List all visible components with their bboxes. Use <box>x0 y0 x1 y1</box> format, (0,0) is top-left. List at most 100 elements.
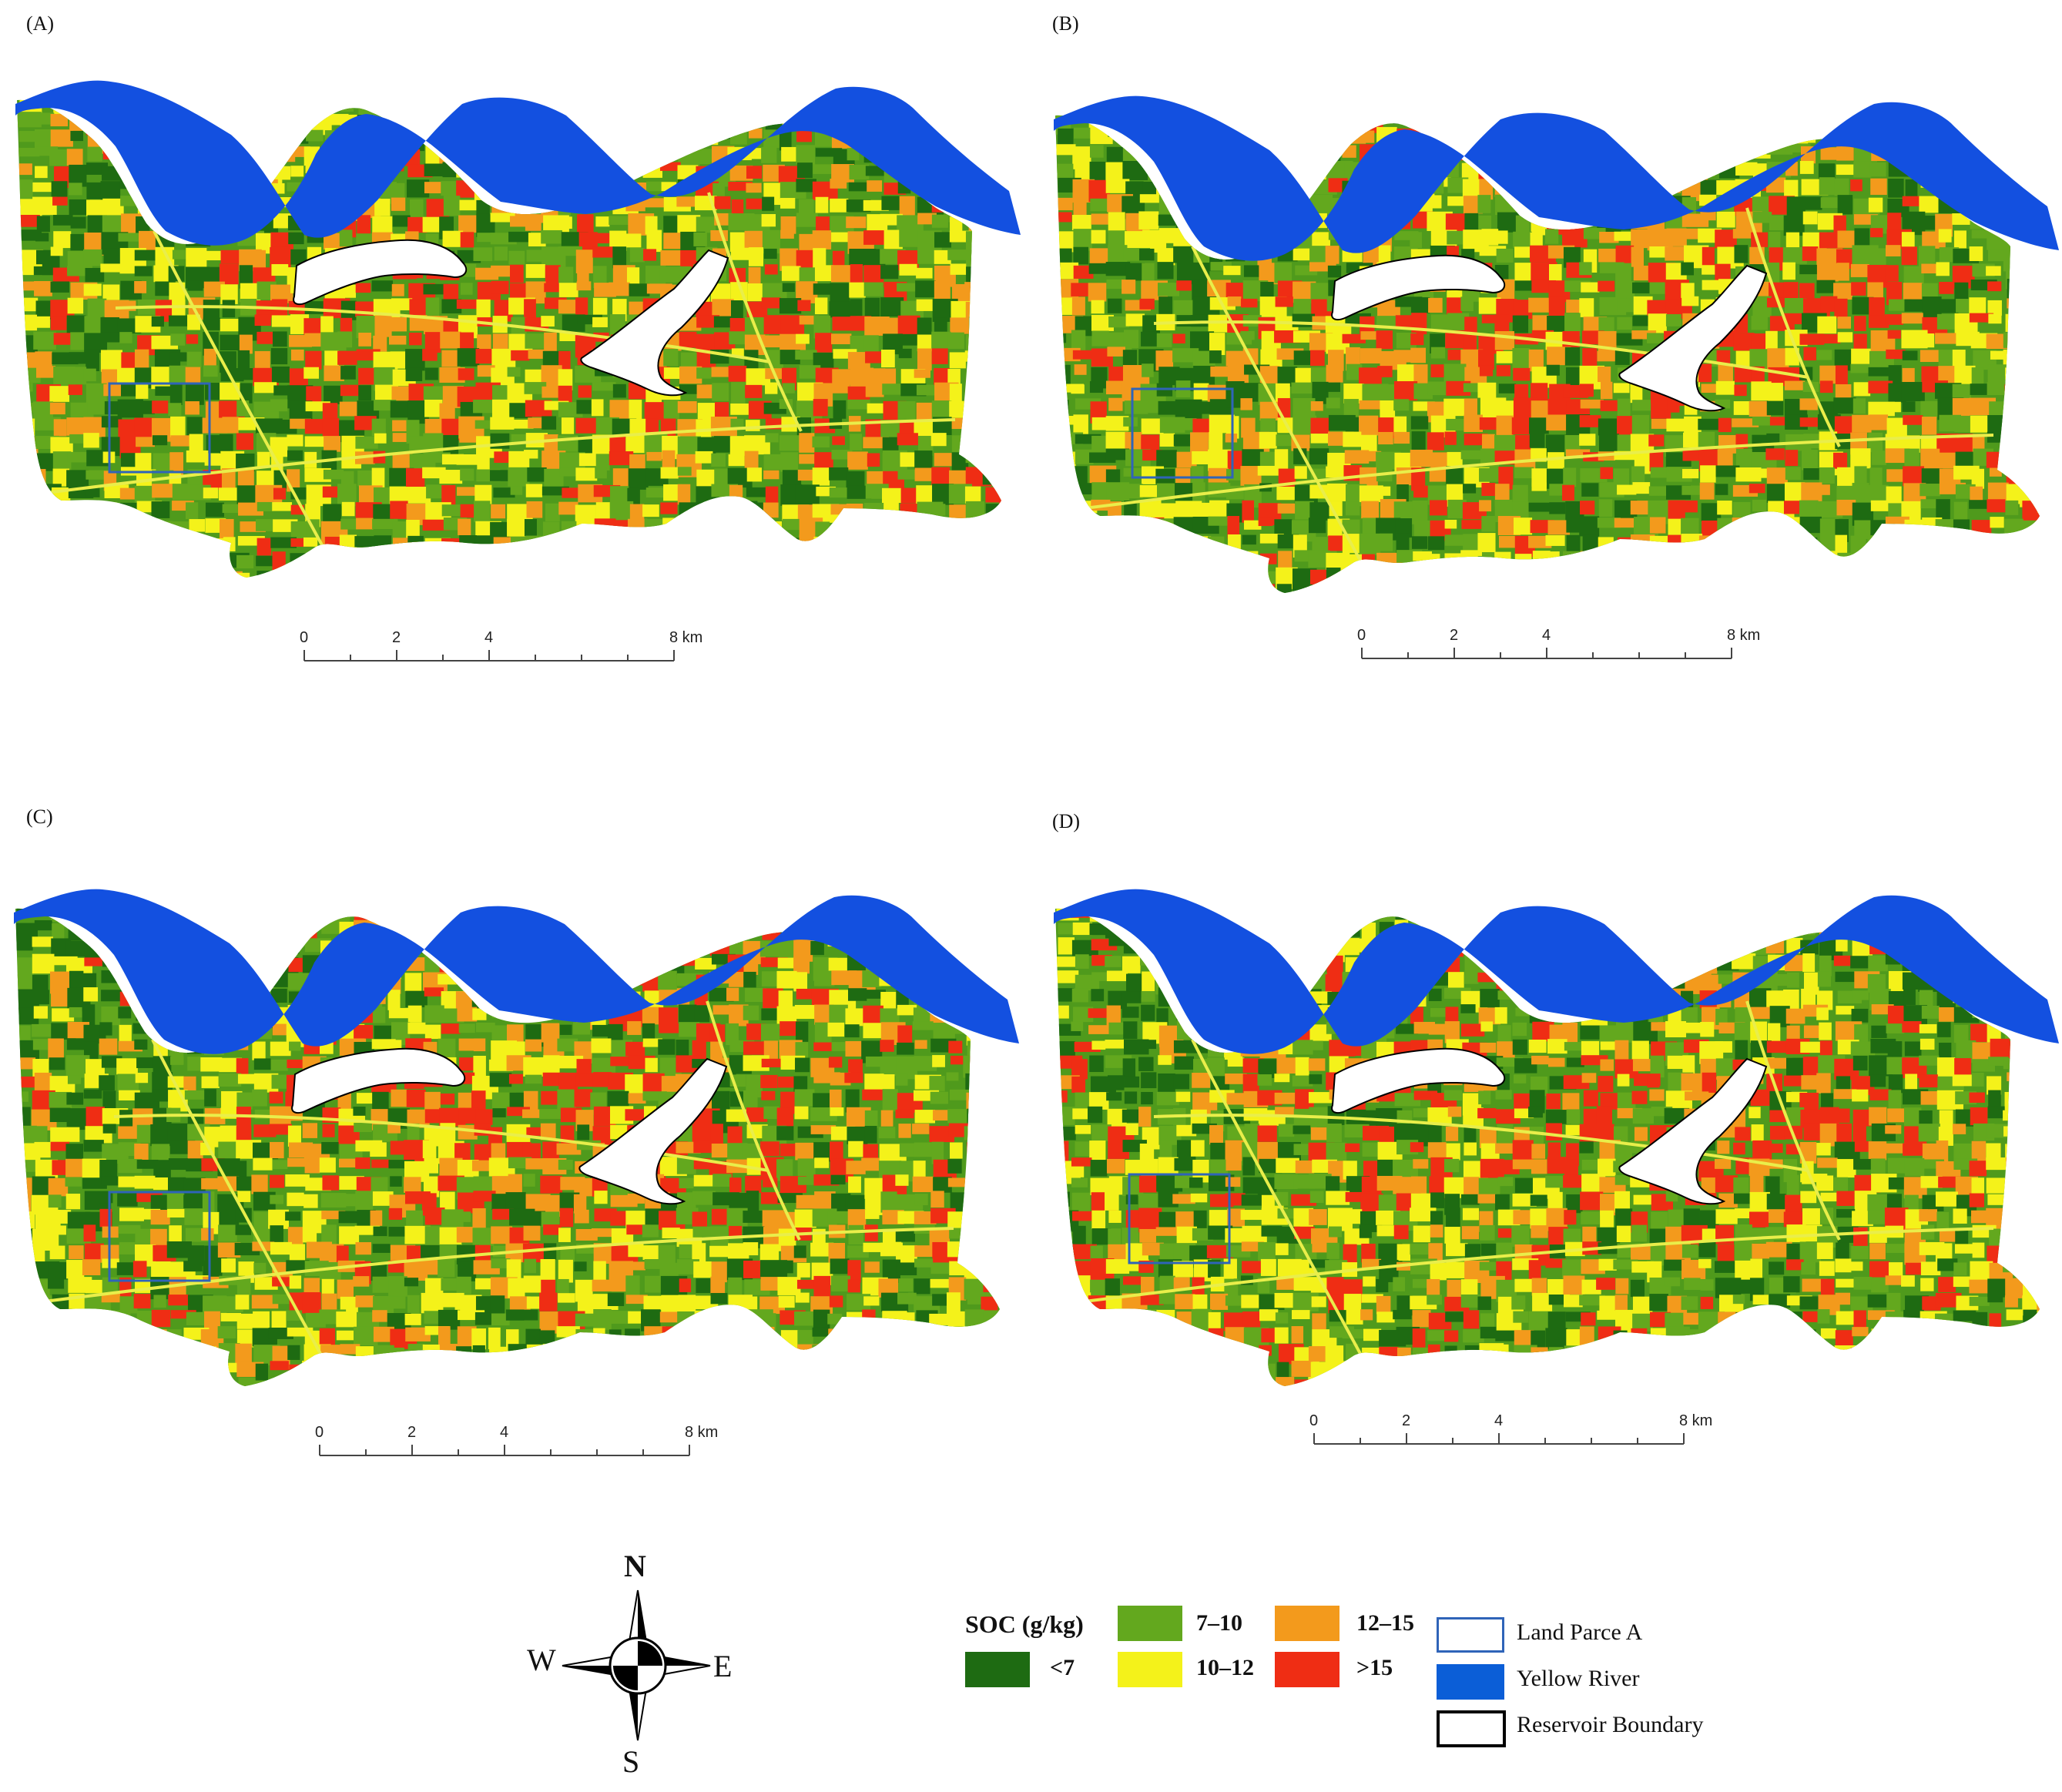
soc-cell <box>544 77 564 90</box>
soc-cell <box>728 182 753 191</box>
soc-cell <box>17 215 40 227</box>
soc-cell <box>337 350 357 365</box>
soc-cell <box>830 1107 844 1117</box>
soc-cell <box>1549 502 1566 514</box>
soc-cell <box>947 1109 970 1124</box>
soc-cell <box>799 433 815 453</box>
soc-cell <box>1376 95 1393 106</box>
soc-cell <box>1125 263 1145 281</box>
soc-cell <box>644 922 660 936</box>
soc-cell <box>1107 298 1122 313</box>
soc-cell <box>951 77 969 98</box>
soc-cell <box>100 263 123 273</box>
soc-cell <box>405 114 426 125</box>
soc-cell <box>1210 262 1232 271</box>
soc-cell <box>15 1091 28 1102</box>
soc-cell <box>477 365 495 377</box>
soc-cell <box>1209 431 1223 453</box>
soc-cell <box>1000 249 1001 266</box>
soc-cell <box>985 504 1001 518</box>
soc-cell <box>895 1228 915 1242</box>
soc-cell <box>17 1279 38 1304</box>
soc-cell <box>525 1074 542 1084</box>
soc-cell <box>422 349 438 361</box>
soc-cell <box>1141 418 1164 434</box>
soc-cell <box>219 1057 243 1073</box>
soc-cell <box>1376 486 1391 496</box>
soc-cell <box>948 1123 974 1137</box>
soc-cell <box>406 1210 423 1227</box>
soc-cell <box>729 1177 742 1193</box>
soc-cell <box>558 501 578 515</box>
soc-cell <box>134 280 147 293</box>
soc-cell <box>1260 282 1274 300</box>
soc-cell <box>1888 503 1905 518</box>
soc-cell <box>1380 568 1397 585</box>
road-line <box>1191 246 1371 578</box>
soc-cell <box>731 300 743 319</box>
soc-cell <box>1224 571 1246 591</box>
soc-cell <box>150 1194 171 1211</box>
soc-cell <box>847 988 867 1001</box>
soc-cell <box>680 129 704 140</box>
soc-cell <box>1175 584 1201 593</box>
road-line <box>115 305 771 363</box>
soc-cell <box>950 263 967 275</box>
soc-cell <box>743 971 756 988</box>
soc-cell <box>456 1276 471 1295</box>
soc-cell <box>831 450 853 460</box>
soc-cell <box>50 1127 69 1145</box>
soc-cell <box>1799 516 1822 534</box>
soc-cell <box>152 484 176 498</box>
soc-cell <box>629 553 656 572</box>
soc-cell <box>476 199 490 216</box>
soc-cell <box>1735 551 1762 564</box>
soc-cell <box>848 1141 863 1157</box>
soc-cell <box>997 922 1000 945</box>
soc-cell <box>643 198 664 208</box>
soc-cell <box>1242 534 1256 545</box>
soc-cell <box>1378 431 1393 445</box>
soc-cell <box>696 81 719 92</box>
soc-cell <box>1498 96 1524 109</box>
soc-cell <box>726 1023 739 1046</box>
soc-cell <box>984 99 1001 116</box>
soc-cell <box>2038 482 2040 496</box>
soc-cell <box>780 229 794 239</box>
soc-cell <box>1430 95 1445 111</box>
soc-cell <box>102 146 118 160</box>
soc-cell <box>575 417 602 434</box>
soc-cell <box>474 420 501 429</box>
soc-cell <box>356 572 377 578</box>
soc-cell <box>1461 520 1487 529</box>
soc-cell <box>270 988 287 1003</box>
soc-cell <box>997 1260 1000 1272</box>
soc-cell <box>881 79 907 89</box>
soc-cell <box>847 1126 868 1144</box>
soc-cell <box>1463 383 1478 393</box>
soc-cell <box>967 79 991 99</box>
soc-cell <box>729 908 745 921</box>
soc-cell <box>17 1295 33 1312</box>
soc-cell <box>1276 486 1299 501</box>
soc-cell <box>424 923 437 936</box>
soc-cell <box>303 367 319 379</box>
soc-cell <box>779 298 802 314</box>
soc-cell <box>1668 500 1685 522</box>
soc-cell <box>966 1174 988 1196</box>
soc-cell <box>1837 317 1852 329</box>
soc-cell <box>322 1124 335 1137</box>
soc-cell <box>1055 400 1069 414</box>
soc-cell <box>795 1057 810 1073</box>
soc-cell <box>1698 535 1715 548</box>
soc-cell <box>710 1226 729 1247</box>
soc-cell <box>150 1209 170 1225</box>
soc-cell <box>1854 316 1866 331</box>
soc-cell <box>392 452 413 469</box>
soc-cell <box>678 80 697 92</box>
soc-cell <box>388 1160 415 1169</box>
soc-cell <box>1430 364 1446 378</box>
soc-cell <box>86 182 103 199</box>
soc-cell <box>867 572 882 578</box>
soc-cell <box>460 468 474 481</box>
